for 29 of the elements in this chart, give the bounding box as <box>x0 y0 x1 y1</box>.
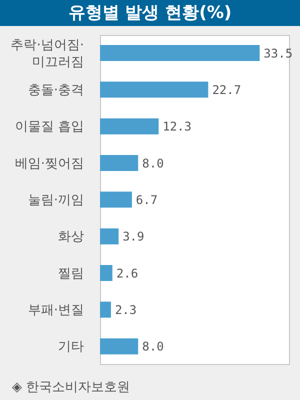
data-label: 22.7 <box>212 82 242 97</box>
y-tick-label: 기타 <box>58 339 84 354</box>
y-tick-label: 화상 <box>58 229 84 244</box>
bar <box>100 302 111 318</box>
bar <box>100 265 112 281</box>
bar <box>100 118 159 134</box>
bar <box>100 228 119 244</box>
text: ◈ 한국소비자보호원 <box>12 379 130 396</box>
bar <box>100 45 260 61</box>
y-tick-label: 눌림·끼임 <box>28 192 84 208</box>
chart-title: 유형별 발생 현황(%) <box>0 0 300 26</box>
bar <box>100 192 132 208</box>
y-tick-label: 이물질 흡입 <box>14 119 84 134</box>
data-label: 3.9 <box>122 230 144 244</box>
data-label: 2.6 <box>116 266 138 280</box>
y-tick-label: 찔림 <box>58 266 84 281</box>
bar <box>100 82 208 98</box>
data-label: 2.3 <box>114 302 137 317</box>
bar <box>100 338 138 354</box>
data-label: 12.3 <box>162 120 192 134</box>
data-label: 8.0 <box>142 156 164 170</box>
data-label: 8.0 <box>142 340 164 354</box>
y-tick-label: 베임·찢어짐 <box>14 156 84 171</box>
y-tick-label: 충돌·충격 <box>28 82 84 98</box>
bar <box>100 155 138 171</box>
data-label: 6.7 <box>136 192 158 207</box>
y-tick-label: 부패·변질 <box>28 302 84 318</box>
data-label: 33.5 <box>264 46 293 60</box>
y-tick-label: 추락·넘어짐·미끄러짐 <box>10 37 84 70</box>
